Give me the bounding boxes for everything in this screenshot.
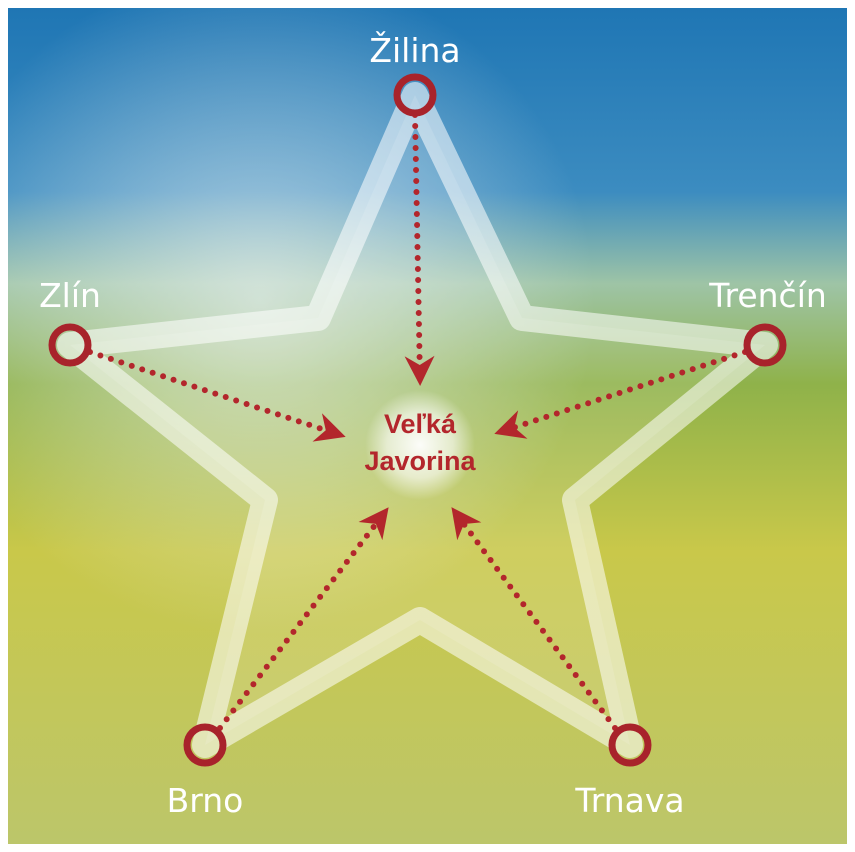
city-label: Brno — [167, 781, 244, 820]
city-label: Trenčín — [708, 276, 827, 315]
city-label: Zlín — [39, 276, 101, 315]
city-label: Trnava — [574, 781, 684, 820]
center-label: Veľká — [384, 409, 457, 439]
center-label: Javorina — [364, 446, 476, 476]
city-label: Žilina — [369, 30, 460, 70]
diagram: Žilina Trenčín Trnava Brno Zlín Veľká Ja… — [0, 0, 855, 852]
center-glow — [365, 390, 475, 500]
